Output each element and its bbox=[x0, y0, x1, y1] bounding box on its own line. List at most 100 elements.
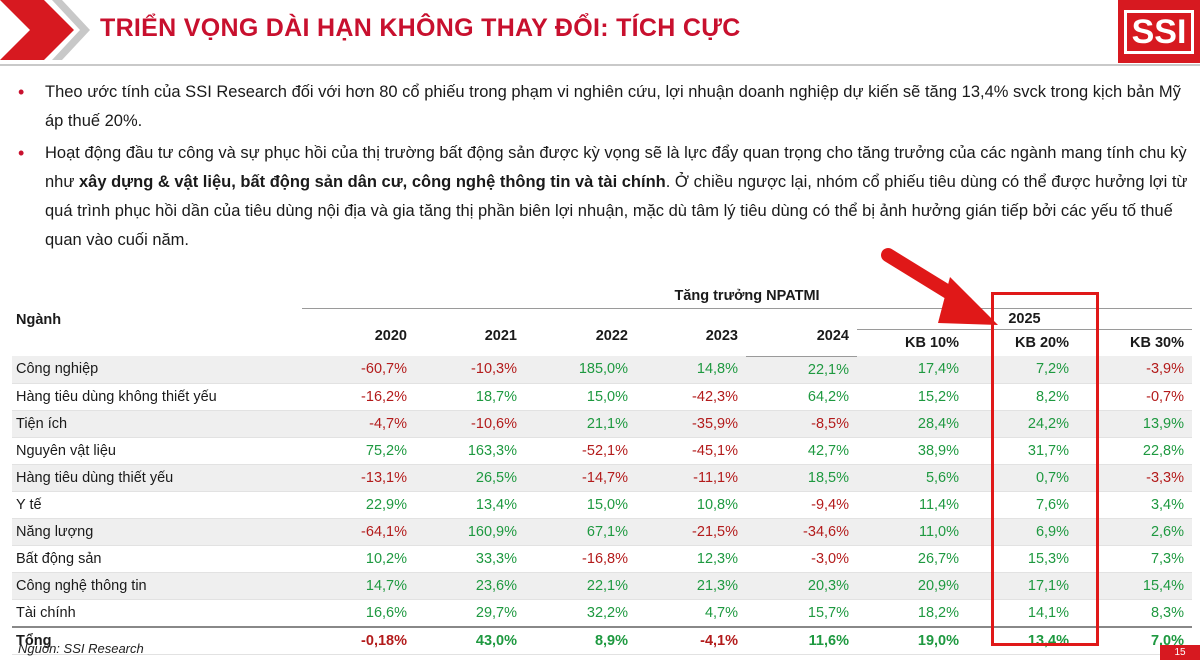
growth-value: 32,2% bbox=[525, 599, 636, 627]
growth-value: -34,6% bbox=[746, 518, 857, 546]
growth-value: 21,1% bbox=[525, 410, 636, 438]
total-row: Tổng -0,18% 43,0% 8,9% -4,1% 11,6% 19,0% 13,4% 7… bbox=[12, 625, 1192, 655]
sector-name: Năng lượng bbox=[12, 518, 302, 546]
bullet-icon: • bbox=[18, 143, 25, 163]
growth-value: 17,1% bbox=[967, 572, 1077, 600]
title-divider bbox=[0, 64, 1200, 66]
sector-name: Hàng tiêu dùng không thiết yếu bbox=[12, 383, 302, 411]
growth-value: -4,1% bbox=[636, 625, 746, 655]
growth-value: 14,1% bbox=[967, 599, 1077, 627]
growth-value: 4,7% bbox=[636, 599, 746, 627]
growth-value: -16,8% bbox=[525, 545, 636, 573]
growth-value: -11,1% bbox=[636, 464, 746, 492]
ssi-logo: SSI bbox=[1118, 0, 1200, 63]
year-header: 2023 bbox=[705, 328, 738, 344]
growth-value: 64,2% bbox=[746, 383, 857, 411]
growth-value: 19,0% bbox=[857, 625, 967, 655]
growth-value: 24,2% bbox=[967, 410, 1077, 438]
growth-value: -0,18% bbox=[302, 625, 415, 655]
red-arrow-icon bbox=[881, 248, 998, 325]
source-note: Nguồn: SSI Research bbox=[18, 641, 144, 656]
growth-value: 18,5% bbox=[746, 464, 857, 492]
table-row: Công nghiệp -60,7% -10,3% 185,0% 14,8% 22,1% 1… bbox=[12, 356, 1192, 384]
npatmi-table: Ngành Tăng trưởng NPATMI 2020 2021 2022 … bbox=[12, 284, 1192, 655]
growth-value: 163,3% bbox=[415, 437, 525, 465]
scenario-header: KB 10% bbox=[905, 335, 959, 351]
year-header: 2021 bbox=[484, 328, 517, 344]
scenario-header: KB 30% bbox=[1130, 335, 1184, 351]
growth-value: -64,1% bbox=[302, 518, 415, 546]
growth-value: -45,1% bbox=[636, 437, 746, 465]
bullet-text-1: Theo ước tính của SSI Research đối với h… bbox=[45, 83, 1181, 130]
growth-value: 38,9% bbox=[857, 437, 967, 465]
sector-name: Công nghiệp bbox=[12, 356, 302, 384]
growth-value: 22,1% bbox=[746, 356, 857, 384]
growth-value: -14,7% bbox=[525, 464, 636, 492]
year-header: 2022 bbox=[595, 328, 628, 344]
growth-value: 15,7% bbox=[746, 599, 857, 627]
growth-value: 20,3% bbox=[746, 572, 857, 600]
growth-value: 3,4% bbox=[1077, 491, 1192, 519]
growth-value: 23,6% bbox=[415, 572, 525, 600]
growth-value: -16,2% bbox=[302, 383, 415, 411]
growth-value: -0,7% bbox=[1077, 383, 1192, 411]
bullet-text-2b: . Ở chiều ngược lại, nhóm cổ phiếu tiêu … bbox=[45, 173, 1188, 249]
year-header: 2020 bbox=[374, 328, 407, 344]
growth-value: 160,9% bbox=[415, 518, 525, 546]
bullet-item: • Hoạt động đầu tư công và sự phục hồi c… bbox=[18, 139, 1188, 255]
growth-value: 28,4% bbox=[857, 410, 967, 438]
table-row: Nguyên vật liệu 75,2% 163,3% -52,1% -45,1% 42… bbox=[12, 437, 1192, 465]
growth-value: 42,7% bbox=[746, 437, 857, 465]
growth-value: 15,2% bbox=[857, 383, 967, 411]
growth-value: 26,5% bbox=[415, 464, 525, 492]
growth-value: 17,4% bbox=[857, 356, 967, 384]
scenario-header: KB 20% bbox=[1015, 335, 1069, 351]
growth-value: 22,8% bbox=[1077, 437, 1192, 465]
growth-value: 67,1% bbox=[525, 518, 636, 546]
bullet-text-2-bold: xây dựng & vật liệu, bất động sản dân cư… bbox=[78, 173, 666, 191]
growth-value: 0,7% bbox=[967, 464, 1077, 492]
sector-header: Ngành bbox=[16, 312, 62, 328]
growth-value: 14,7% bbox=[302, 572, 415, 600]
growth-value: -52,1% bbox=[525, 437, 636, 465]
growth-value: -3,3% bbox=[1077, 464, 1192, 492]
growth-value: 2,6% bbox=[1077, 518, 1192, 546]
sector-name: Công nghệ thông tin bbox=[12, 572, 302, 600]
bullet-text-2a: Hoạt động đầu tư công và sự phục hồi của… bbox=[45, 144, 1187, 191]
table-row: Y tế 22,9% 13,4% 15,0% 10,8% -9,4% 11,4% 7,6% 3,… bbox=[12, 491, 1192, 519]
sector-name: Y tế bbox=[12, 491, 302, 519]
year-header: 2024 bbox=[746, 308, 857, 357]
page-number: 15 bbox=[1160, 645, 1200, 660]
growth-value: -60,7% bbox=[302, 356, 415, 384]
sector-name: Tài chính bbox=[12, 599, 302, 627]
growth-value: 8,2% bbox=[967, 383, 1077, 411]
growth-value: 21,3% bbox=[636, 572, 746, 600]
group-header: Tăng trưởng NPATMI bbox=[302, 284, 1192, 309]
growth-value: 13,9% bbox=[1077, 410, 1192, 438]
table-row: Tiện ích -4,7% -10,6% 21,1% -35,9% -8,5% 28,4%… bbox=[12, 410, 1192, 438]
growth-value: 10,8% bbox=[636, 491, 746, 519]
table-row: Năng lượng -64,1% 160,9% 67,1% -21,5% -34,6% 1… bbox=[12, 518, 1192, 546]
growth-value: 11,6% bbox=[746, 625, 857, 655]
growth-value: 15,4% bbox=[1077, 572, 1192, 600]
growth-value: 13,4% bbox=[415, 491, 525, 519]
bullet-icon: • bbox=[18, 82, 25, 102]
sector-name: Tổng bbox=[12, 625, 302, 655]
growth-value: 15,0% bbox=[525, 491, 636, 519]
chevron-icon bbox=[0, 0, 90, 60]
growth-value: -10,3% bbox=[415, 356, 525, 384]
sector-name: Hàng tiêu dùng thiết yếu bbox=[12, 464, 302, 492]
growth-value: -10,6% bbox=[415, 410, 525, 438]
growth-value: 18,2% bbox=[857, 599, 967, 627]
growth-value: -13,1% bbox=[302, 464, 415, 492]
sector-name: Bất động sản bbox=[12, 545, 302, 573]
growth-value: -35,9% bbox=[636, 410, 746, 438]
growth-value: 75,2% bbox=[302, 437, 415, 465]
growth-value: 5,6% bbox=[857, 464, 967, 492]
table-row: Hàng tiêu dùng không thiết yếu -16,2% 18,7… bbox=[12, 383, 1192, 411]
table-row: Công nghệ thông tin 14,7% 23,6% 22,1% 21,3% 2… bbox=[12, 572, 1192, 600]
growth-value: 22,1% bbox=[525, 572, 636, 600]
bullet-list: • Theo ước tính của SSI Research đối với… bbox=[18, 78, 1188, 258]
sector-name: Tiện ích bbox=[12, 410, 302, 438]
growth-value: 6,9% bbox=[967, 518, 1077, 546]
